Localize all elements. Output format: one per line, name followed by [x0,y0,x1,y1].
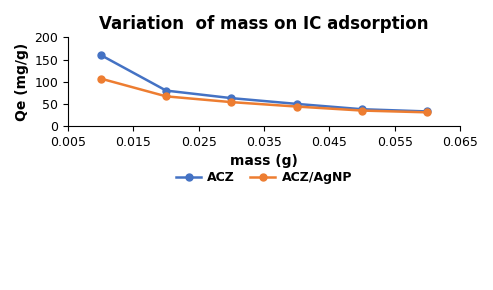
ACZ/AgNP [228,100,234,104]
Title: Variation  of mass on IC adsorption: Variation of mass on IC adsorption [100,15,429,33]
ACZ [359,108,365,111]
Y-axis label: Qe (mg/g): Qe (mg/g) [15,43,29,121]
Legend: ACZ, ACZ/AgNP: ACZ, ACZ/AgNP [171,166,357,189]
ACZ [228,96,234,100]
ACZ [98,53,104,57]
X-axis label: mass (g): mass (g) [230,154,298,168]
Line: ACZ: ACZ [97,52,431,115]
ACZ [424,110,430,113]
ACZ/AgNP [98,77,104,80]
ACZ/AgNP [163,95,169,98]
Line: ACZ/AgNP: ACZ/AgNP [97,75,431,116]
ACZ/AgNP [424,110,430,114]
ACZ/AgNP [294,105,300,108]
ACZ [294,102,300,106]
ACZ [163,89,169,92]
ACZ/AgNP [359,109,365,112]
